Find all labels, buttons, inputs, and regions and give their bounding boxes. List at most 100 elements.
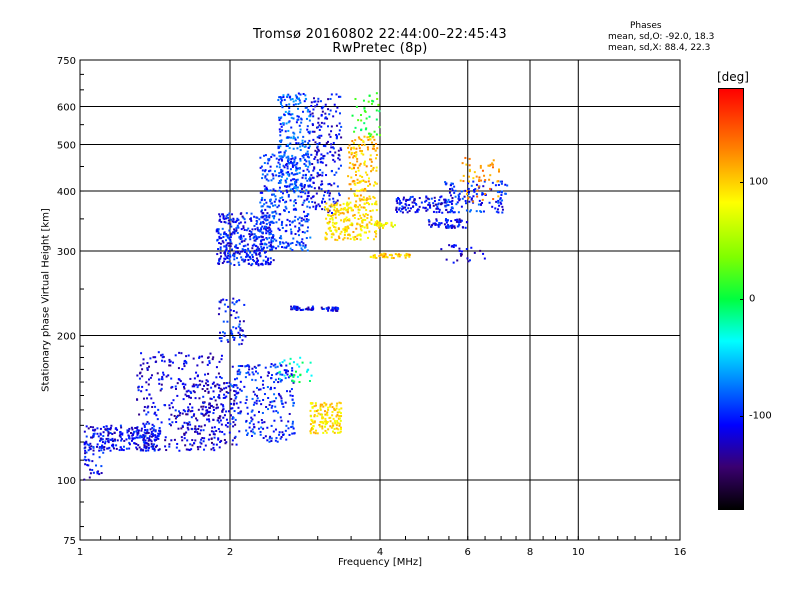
data-point [279,197,282,200]
data-point [462,226,465,229]
data-point [318,187,321,190]
data-point [269,401,272,404]
data-point [94,428,97,431]
data-point [500,202,503,205]
data-point [321,425,324,428]
data-point [275,436,278,439]
data-point [365,117,368,120]
data-point [250,420,253,423]
data-point [318,124,321,127]
data-point [95,464,98,467]
data-point [330,309,333,312]
data-point [317,203,320,206]
data-point [370,170,373,173]
data-point [223,245,226,248]
data-point [378,255,381,258]
data-point [218,242,221,245]
data-point [239,371,242,374]
data-point [294,370,297,373]
data-point [358,147,361,150]
data-point [337,153,340,156]
data-point [137,429,140,432]
data-point [449,225,452,228]
data-point [286,160,289,163]
data-point [253,215,256,218]
data-point [287,144,290,147]
data-point [235,402,238,405]
data-point [472,189,475,192]
plot-grid [80,60,680,540]
data-point [224,442,227,445]
data-point [353,213,356,216]
data-point [310,185,313,188]
data-point [220,299,223,302]
data-point [298,241,301,244]
data-point [263,251,266,254]
data-point [354,235,357,238]
data-point [281,241,284,244]
data-point [248,233,251,236]
data-point [269,189,272,192]
data-point [233,228,236,231]
data-point [363,135,366,138]
data-point [146,367,149,370]
data-point [266,439,269,442]
data-point [473,251,476,254]
data-point [363,109,366,112]
data-point [306,195,309,198]
data-point [343,218,346,221]
data-point [288,136,291,139]
data-point [131,434,134,437]
data-point [435,207,438,210]
data-point [309,430,312,433]
data-point [252,373,255,376]
data-point [372,135,375,138]
data-point [305,307,308,310]
data-point [136,436,139,439]
data-point [143,446,146,449]
data-point [339,209,342,212]
data-point [348,144,351,147]
data-point [329,226,332,229]
data-point [155,414,158,417]
data-point [353,192,356,195]
data-point [405,254,408,257]
data-point [289,142,292,145]
data-point [232,385,235,388]
data-point [370,133,373,136]
data-point [322,422,325,425]
data-point [282,433,285,436]
data-point [301,144,304,147]
data-point [241,240,244,243]
data-point [155,438,158,441]
data-point [106,429,109,432]
data-point [395,208,398,211]
data-point [304,177,307,180]
data-point [119,424,122,427]
data-point [218,417,221,420]
data-point [200,425,203,428]
data-point [369,197,372,200]
data-point [340,219,343,222]
data-point [219,387,222,390]
data-point [131,428,134,431]
data-point [443,198,446,201]
data-point [230,330,233,333]
data-point [151,406,154,409]
data-point [153,412,156,415]
data-point [232,221,235,224]
data-point [316,409,319,412]
data-point [217,386,220,389]
data-point [264,226,267,229]
data-point [430,197,433,200]
data-point [288,174,291,177]
data-point [359,162,362,165]
data-point [445,208,448,211]
data-point [190,448,193,451]
data-point [375,92,378,95]
data-point [309,402,312,405]
data-point [235,246,238,249]
data-point [447,204,450,207]
data-point [295,121,298,124]
data-point [141,368,144,371]
